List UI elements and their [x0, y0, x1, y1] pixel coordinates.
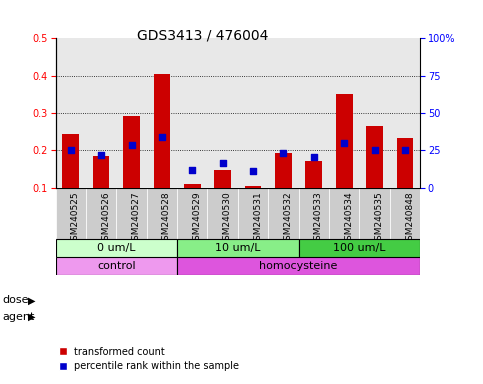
Text: ▶: ▶: [28, 295, 36, 305]
Text: 10 um/L: 10 um/L: [215, 243, 261, 253]
Bar: [275, 153, 292, 188]
Bar: [93, 156, 110, 188]
Point: [401, 147, 409, 153]
Point: [280, 150, 287, 156]
FancyBboxPatch shape: [86, 188, 116, 239]
FancyBboxPatch shape: [268, 188, 298, 239]
Legend: transformed count, percentile rank within the sample: transformed count, percentile rank withi…: [53, 343, 242, 375]
Point: [158, 134, 166, 140]
Bar: [245, 187, 261, 188]
Bar: [366, 126, 383, 188]
Point: [219, 160, 227, 166]
Text: dose: dose: [2, 295, 29, 305]
Text: GSM240525: GSM240525: [71, 192, 80, 246]
Bar: [184, 184, 200, 188]
Text: GSM240534: GSM240534: [344, 192, 353, 246]
Point: [341, 140, 348, 146]
FancyBboxPatch shape: [329, 188, 359, 239]
Text: GSM240526: GSM240526: [101, 192, 110, 246]
Bar: [62, 134, 79, 188]
FancyBboxPatch shape: [390, 188, 420, 239]
Text: GSM240529: GSM240529: [192, 192, 201, 246]
Bar: [56, 257, 177, 275]
FancyBboxPatch shape: [238, 188, 268, 239]
Text: control: control: [97, 261, 136, 271]
Bar: [154, 74, 170, 188]
Point: [310, 154, 318, 160]
FancyBboxPatch shape: [177, 188, 208, 239]
Bar: [298, 239, 420, 257]
Point: [188, 167, 196, 174]
Text: GSM240535: GSM240535: [375, 192, 384, 247]
FancyBboxPatch shape: [56, 188, 86, 239]
Text: GSM240531: GSM240531: [253, 192, 262, 247]
FancyBboxPatch shape: [147, 188, 177, 239]
Bar: [123, 116, 140, 188]
FancyBboxPatch shape: [208, 188, 238, 239]
Point: [371, 146, 379, 152]
Point: [97, 152, 105, 158]
Bar: [305, 162, 322, 188]
Bar: [177, 257, 420, 275]
Text: GDS3413 / 476004: GDS3413 / 476004: [137, 29, 269, 43]
FancyBboxPatch shape: [298, 188, 329, 239]
Text: 0 um/L: 0 um/L: [97, 243, 136, 253]
Text: agent: agent: [2, 312, 35, 322]
Text: ▶: ▶: [28, 312, 36, 322]
Bar: [214, 170, 231, 188]
Point: [249, 168, 257, 174]
Bar: [336, 94, 353, 188]
Text: GSM240528: GSM240528: [162, 192, 171, 246]
Text: GSM240848: GSM240848: [405, 192, 414, 246]
Bar: [397, 137, 413, 188]
Text: GSM240527: GSM240527: [131, 192, 141, 246]
Bar: [56, 239, 177, 257]
Text: homocysteine: homocysteine: [259, 261, 338, 271]
Text: 100 um/L: 100 um/L: [333, 243, 386, 253]
Bar: [177, 239, 298, 257]
Point: [67, 147, 74, 153]
Text: GSM240530: GSM240530: [223, 192, 232, 247]
FancyBboxPatch shape: [116, 188, 147, 239]
Text: GSM240533: GSM240533: [314, 192, 323, 247]
FancyBboxPatch shape: [359, 188, 390, 239]
Point: [128, 142, 135, 149]
Text: GSM240532: GSM240532: [284, 192, 293, 246]
